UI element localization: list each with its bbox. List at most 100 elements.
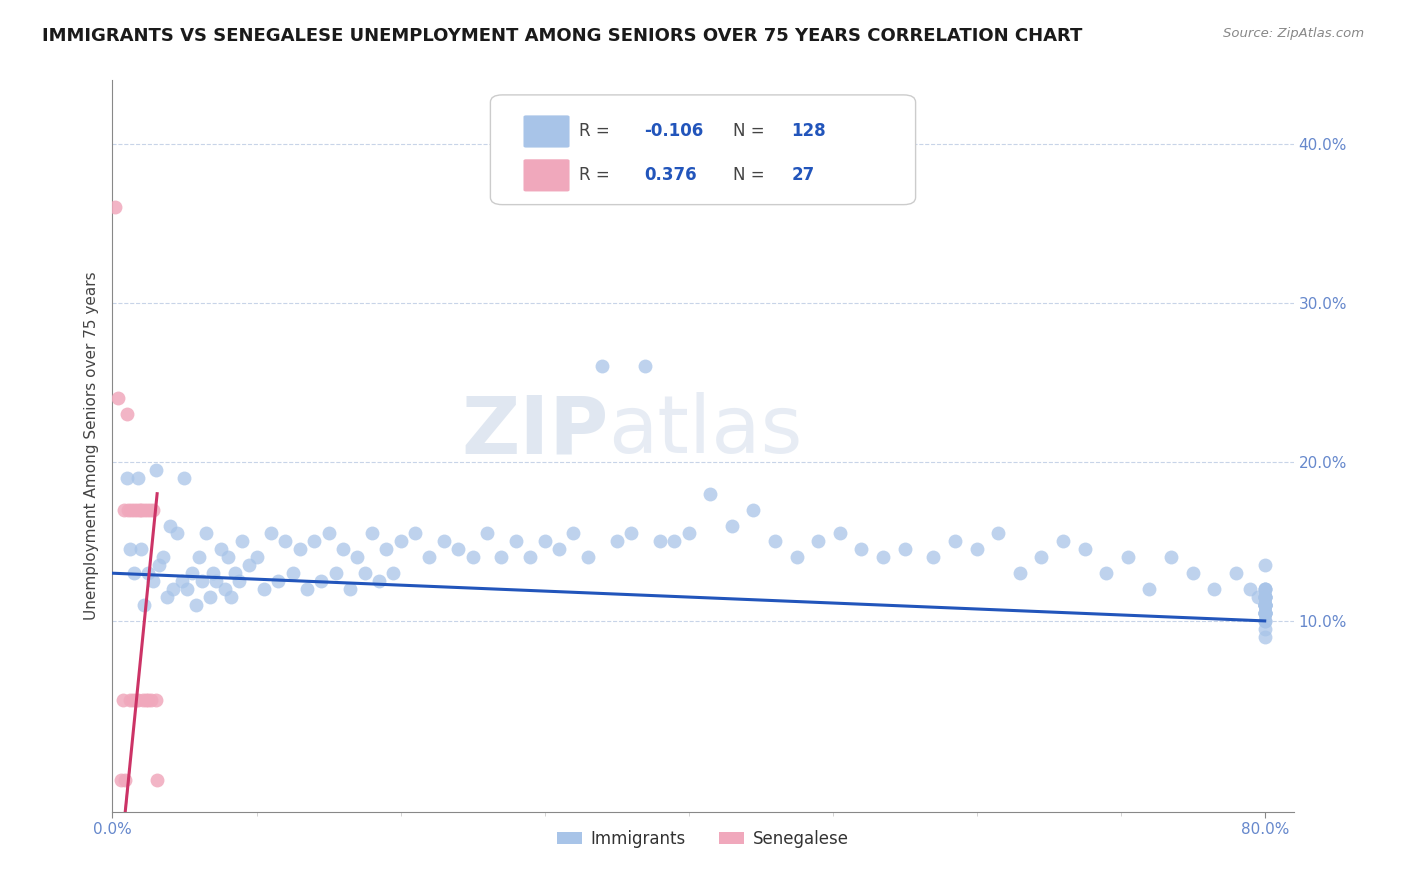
Point	[152, 550, 174, 565]
Point	[202, 566, 225, 581]
Point	[219, 590, 242, 604]
Point	[224, 566, 246, 581]
Point	[107, 392, 129, 406]
Point	[238, 558, 260, 573]
Point	[1254, 582, 1277, 596]
Point	[943, 534, 966, 549]
Point	[1254, 606, 1277, 620]
Point	[533, 534, 555, 549]
Text: R =: R =	[579, 122, 614, 140]
Point	[1181, 566, 1204, 581]
Point	[433, 534, 456, 549]
Point	[807, 534, 830, 549]
Point	[325, 566, 347, 581]
Point	[141, 693, 163, 707]
FancyBboxPatch shape	[523, 160, 569, 192]
Point	[176, 582, 198, 596]
Point	[987, 526, 1010, 541]
Text: 0.376: 0.376	[644, 167, 696, 185]
Point	[720, 518, 742, 533]
Text: -0.106: -0.106	[644, 122, 703, 140]
Point	[475, 526, 498, 541]
Point	[228, 574, 250, 589]
Point	[115, 471, 138, 485]
Point	[302, 534, 325, 549]
Point	[1225, 566, 1247, 581]
Point	[1254, 614, 1277, 628]
Point	[591, 359, 613, 374]
Point	[173, 471, 195, 485]
Point	[418, 550, 440, 565]
Point	[148, 558, 170, 573]
Point	[872, 550, 894, 565]
Point	[1031, 550, 1053, 565]
Point	[117, 502, 139, 516]
Point	[1254, 606, 1277, 620]
Point	[295, 582, 318, 596]
Text: IMMIGRANTS VS SENEGALESE UNEMPLOYMENT AMONG SENIORS OVER 75 YEARS CORRELATION CH: IMMIGRANTS VS SENEGALESE UNEMPLOYMENT AM…	[42, 27, 1083, 45]
Point	[132, 693, 155, 707]
Text: 128: 128	[792, 122, 827, 140]
Point	[389, 534, 412, 549]
Point	[217, 550, 239, 565]
Point	[187, 550, 209, 565]
Point	[138, 566, 160, 581]
Point	[159, 518, 181, 533]
Point	[135, 693, 157, 707]
Point	[505, 534, 527, 549]
Point	[1139, 582, 1161, 596]
Point	[763, 534, 786, 549]
Point	[111, 693, 134, 707]
Point	[1160, 550, 1182, 565]
Y-axis label: Unemployment Among Seniors over 75 years: Unemployment Among Seniors over 75 years	[83, 272, 98, 620]
Point	[318, 526, 340, 541]
Point	[1254, 598, 1277, 612]
Point	[281, 566, 304, 581]
Point	[245, 550, 267, 565]
Point	[576, 550, 599, 565]
Point	[339, 582, 361, 596]
Point	[851, 542, 873, 557]
Point	[1254, 582, 1277, 596]
Point	[146, 772, 169, 787]
Point	[1254, 606, 1277, 620]
Point	[1073, 542, 1095, 557]
Point	[162, 582, 184, 596]
Point	[332, 542, 354, 557]
Point	[156, 590, 179, 604]
Point	[1204, 582, 1226, 596]
Text: N =: N =	[733, 167, 769, 185]
Point	[1254, 598, 1277, 612]
Point	[205, 574, 228, 589]
Point	[353, 566, 375, 581]
Point	[142, 574, 165, 589]
Point	[104, 201, 127, 215]
Point	[699, 486, 721, 500]
Point	[139, 502, 162, 516]
Point	[120, 502, 142, 516]
Point	[134, 598, 156, 612]
Point	[742, 502, 765, 516]
Point	[562, 526, 585, 541]
Point	[128, 502, 150, 516]
Point	[267, 574, 290, 589]
Point	[200, 590, 222, 604]
Point	[127, 471, 149, 485]
Point	[1095, 566, 1118, 581]
Point	[548, 542, 571, 557]
Point	[121, 693, 143, 707]
Point	[382, 566, 405, 581]
Point	[1254, 590, 1277, 604]
Point	[129, 502, 152, 516]
Point	[1008, 566, 1031, 581]
Point	[122, 566, 145, 581]
Point	[1254, 598, 1277, 612]
Point	[1254, 590, 1277, 604]
Point	[127, 693, 149, 707]
Point	[360, 526, 382, 541]
Point	[1254, 598, 1277, 612]
Point	[118, 693, 141, 707]
Point	[170, 574, 193, 589]
Point	[134, 502, 156, 516]
Point	[519, 550, 541, 565]
